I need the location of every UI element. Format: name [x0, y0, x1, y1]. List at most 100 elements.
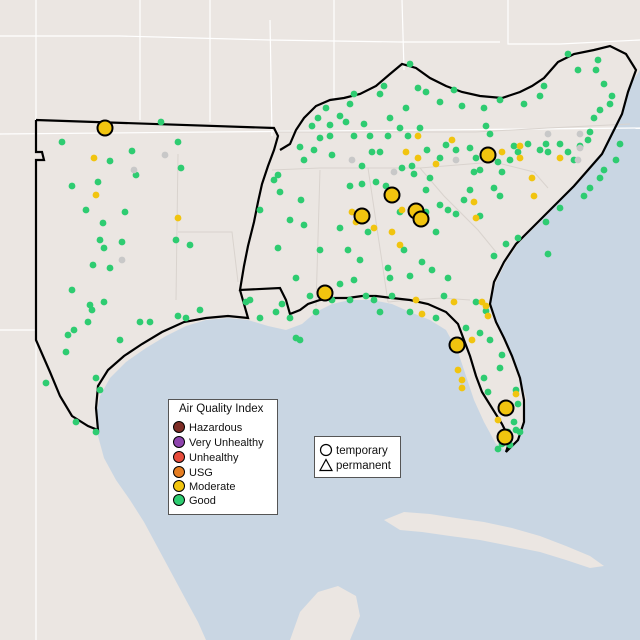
good-marker[interactable]	[346, 182, 354, 190]
moderate-large-marker[interactable]	[497, 399, 515, 417]
good-marker[interactable]	[432, 314, 440, 322]
moderate-marker[interactable]	[414, 154, 422, 162]
good-marker[interactable]	[514, 148, 522, 156]
moderate-marker[interactable]	[468, 336, 476, 344]
good-marker[interactable]	[278, 300, 286, 308]
good-marker[interactable]	[42, 379, 50, 387]
good-marker[interactable]	[406, 272, 414, 280]
moderate-marker[interactable]	[516, 154, 524, 162]
good-marker[interactable]	[316, 134, 324, 142]
good-marker[interactable]	[346, 296, 354, 304]
moderate-marker[interactable]	[458, 376, 466, 384]
good-marker[interactable]	[376, 148, 384, 156]
moderate-marker[interactable]	[396, 241, 404, 249]
good-marker[interactable]	[440, 292, 448, 300]
good-marker[interactable]	[376, 308, 384, 316]
moderate-marker[interactable]	[556, 154, 564, 162]
no-data-marker[interactable]	[544, 130, 552, 138]
moderate-marker[interactable]	[470, 198, 478, 206]
good-marker[interactable]	[476, 329, 484, 337]
good-marker[interactable]	[70, 326, 78, 334]
no-data-marker[interactable]	[576, 130, 584, 138]
good-marker[interactable]	[436, 201, 444, 209]
good-marker[interactable]	[386, 114, 394, 122]
good-marker[interactable]	[182, 314, 190, 322]
good-marker[interactable]	[118, 238, 126, 246]
good-marker[interactable]	[72, 418, 80, 426]
good-marker[interactable]	[62, 348, 70, 356]
good-marker[interactable]	[322, 104, 330, 112]
good-marker[interactable]	[460, 196, 468, 204]
good-marker[interactable]	[196, 306, 204, 314]
good-marker[interactable]	[506, 156, 514, 164]
good-marker[interactable]	[270, 176, 278, 184]
no-data-marker[interactable]	[390, 168, 398, 176]
moderate-marker[interactable]	[482, 302, 490, 310]
good-marker[interactable]	[536, 146, 544, 154]
moderate-marker[interactable]	[458, 384, 466, 392]
good-marker[interactable]	[256, 314, 264, 322]
good-marker[interactable]	[444, 274, 452, 282]
moderate-marker[interactable]	[402, 148, 410, 156]
good-marker[interactable]	[596, 106, 604, 114]
good-marker[interactable]	[64, 331, 72, 339]
good-marker[interactable]	[466, 186, 474, 194]
moderate-marker[interactable]	[516, 142, 524, 150]
moderate-marker[interactable]	[528, 174, 536, 182]
good-marker[interactable]	[510, 418, 518, 426]
good-marker[interactable]	[128, 147, 136, 155]
good-marker[interactable]	[544, 250, 552, 258]
good-marker[interactable]	[586, 184, 594, 192]
good-marker[interactable]	[58, 138, 66, 146]
moderate-marker[interactable]	[454, 366, 462, 374]
good-marker[interactable]	[68, 286, 76, 294]
moderate-marker[interactable]	[90, 154, 98, 162]
moderate-large-marker[interactable]	[353, 207, 371, 225]
good-marker[interactable]	[372, 178, 380, 186]
good-marker[interactable]	[432, 228, 440, 236]
good-marker[interactable]	[386, 274, 394, 282]
good-marker[interactable]	[68, 182, 76, 190]
good-marker[interactable]	[376, 90, 384, 98]
good-marker[interactable]	[480, 374, 488, 382]
good-marker[interactable]	[408, 162, 416, 170]
good-marker[interactable]	[406, 308, 414, 316]
moderate-marker[interactable]	[174, 214, 182, 222]
good-marker[interactable]	[514, 400, 522, 408]
good-marker[interactable]	[542, 218, 550, 226]
good-marker[interactable]	[272, 308, 280, 316]
good-marker[interactable]	[274, 244, 282, 252]
good-marker[interactable]	[544, 148, 552, 156]
good-marker[interactable]	[296, 143, 304, 151]
moderate-marker[interactable]	[370, 224, 378, 232]
good-marker[interactable]	[444, 206, 452, 214]
good-marker[interactable]	[458, 102, 466, 110]
good-marker[interactable]	[402, 104, 410, 112]
moderate-marker[interactable]	[388, 228, 396, 236]
moderate-marker[interactable]	[432, 160, 440, 168]
good-marker[interactable]	[358, 162, 366, 170]
good-marker[interactable]	[490, 184, 498, 192]
good-marker[interactable]	[612, 156, 620, 164]
good-marker[interactable]	[498, 351, 506, 359]
good-marker[interactable]	[482, 122, 490, 130]
good-marker[interactable]	[404, 132, 412, 140]
good-marker[interactable]	[410, 170, 418, 178]
good-marker[interactable]	[350, 132, 358, 140]
good-marker[interactable]	[498, 168, 506, 176]
good-marker[interactable]	[346, 100, 354, 108]
good-marker[interactable]	[536, 92, 544, 100]
good-marker[interactable]	[100, 244, 108, 252]
good-marker[interactable]	[286, 216, 294, 224]
moderate-marker[interactable]	[348, 208, 356, 216]
good-marker[interactable]	[314, 114, 322, 122]
moderate-large-marker[interactable]	[479, 146, 497, 164]
good-marker[interactable]	[556, 204, 564, 212]
good-marker[interactable]	[356, 256, 364, 264]
good-marker[interactable]	[574, 66, 582, 74]
good-marker[interactable]	[590, 114, 598, 122]
good-marker[interactable]	[328, 151, 336, 159]
good-marker[interactable]	[490, 252, 498, 260]
good-marker[interactable]	[516, 428, 524, 436]
good-marker[interactable]	[116, 336, 124, 344]
